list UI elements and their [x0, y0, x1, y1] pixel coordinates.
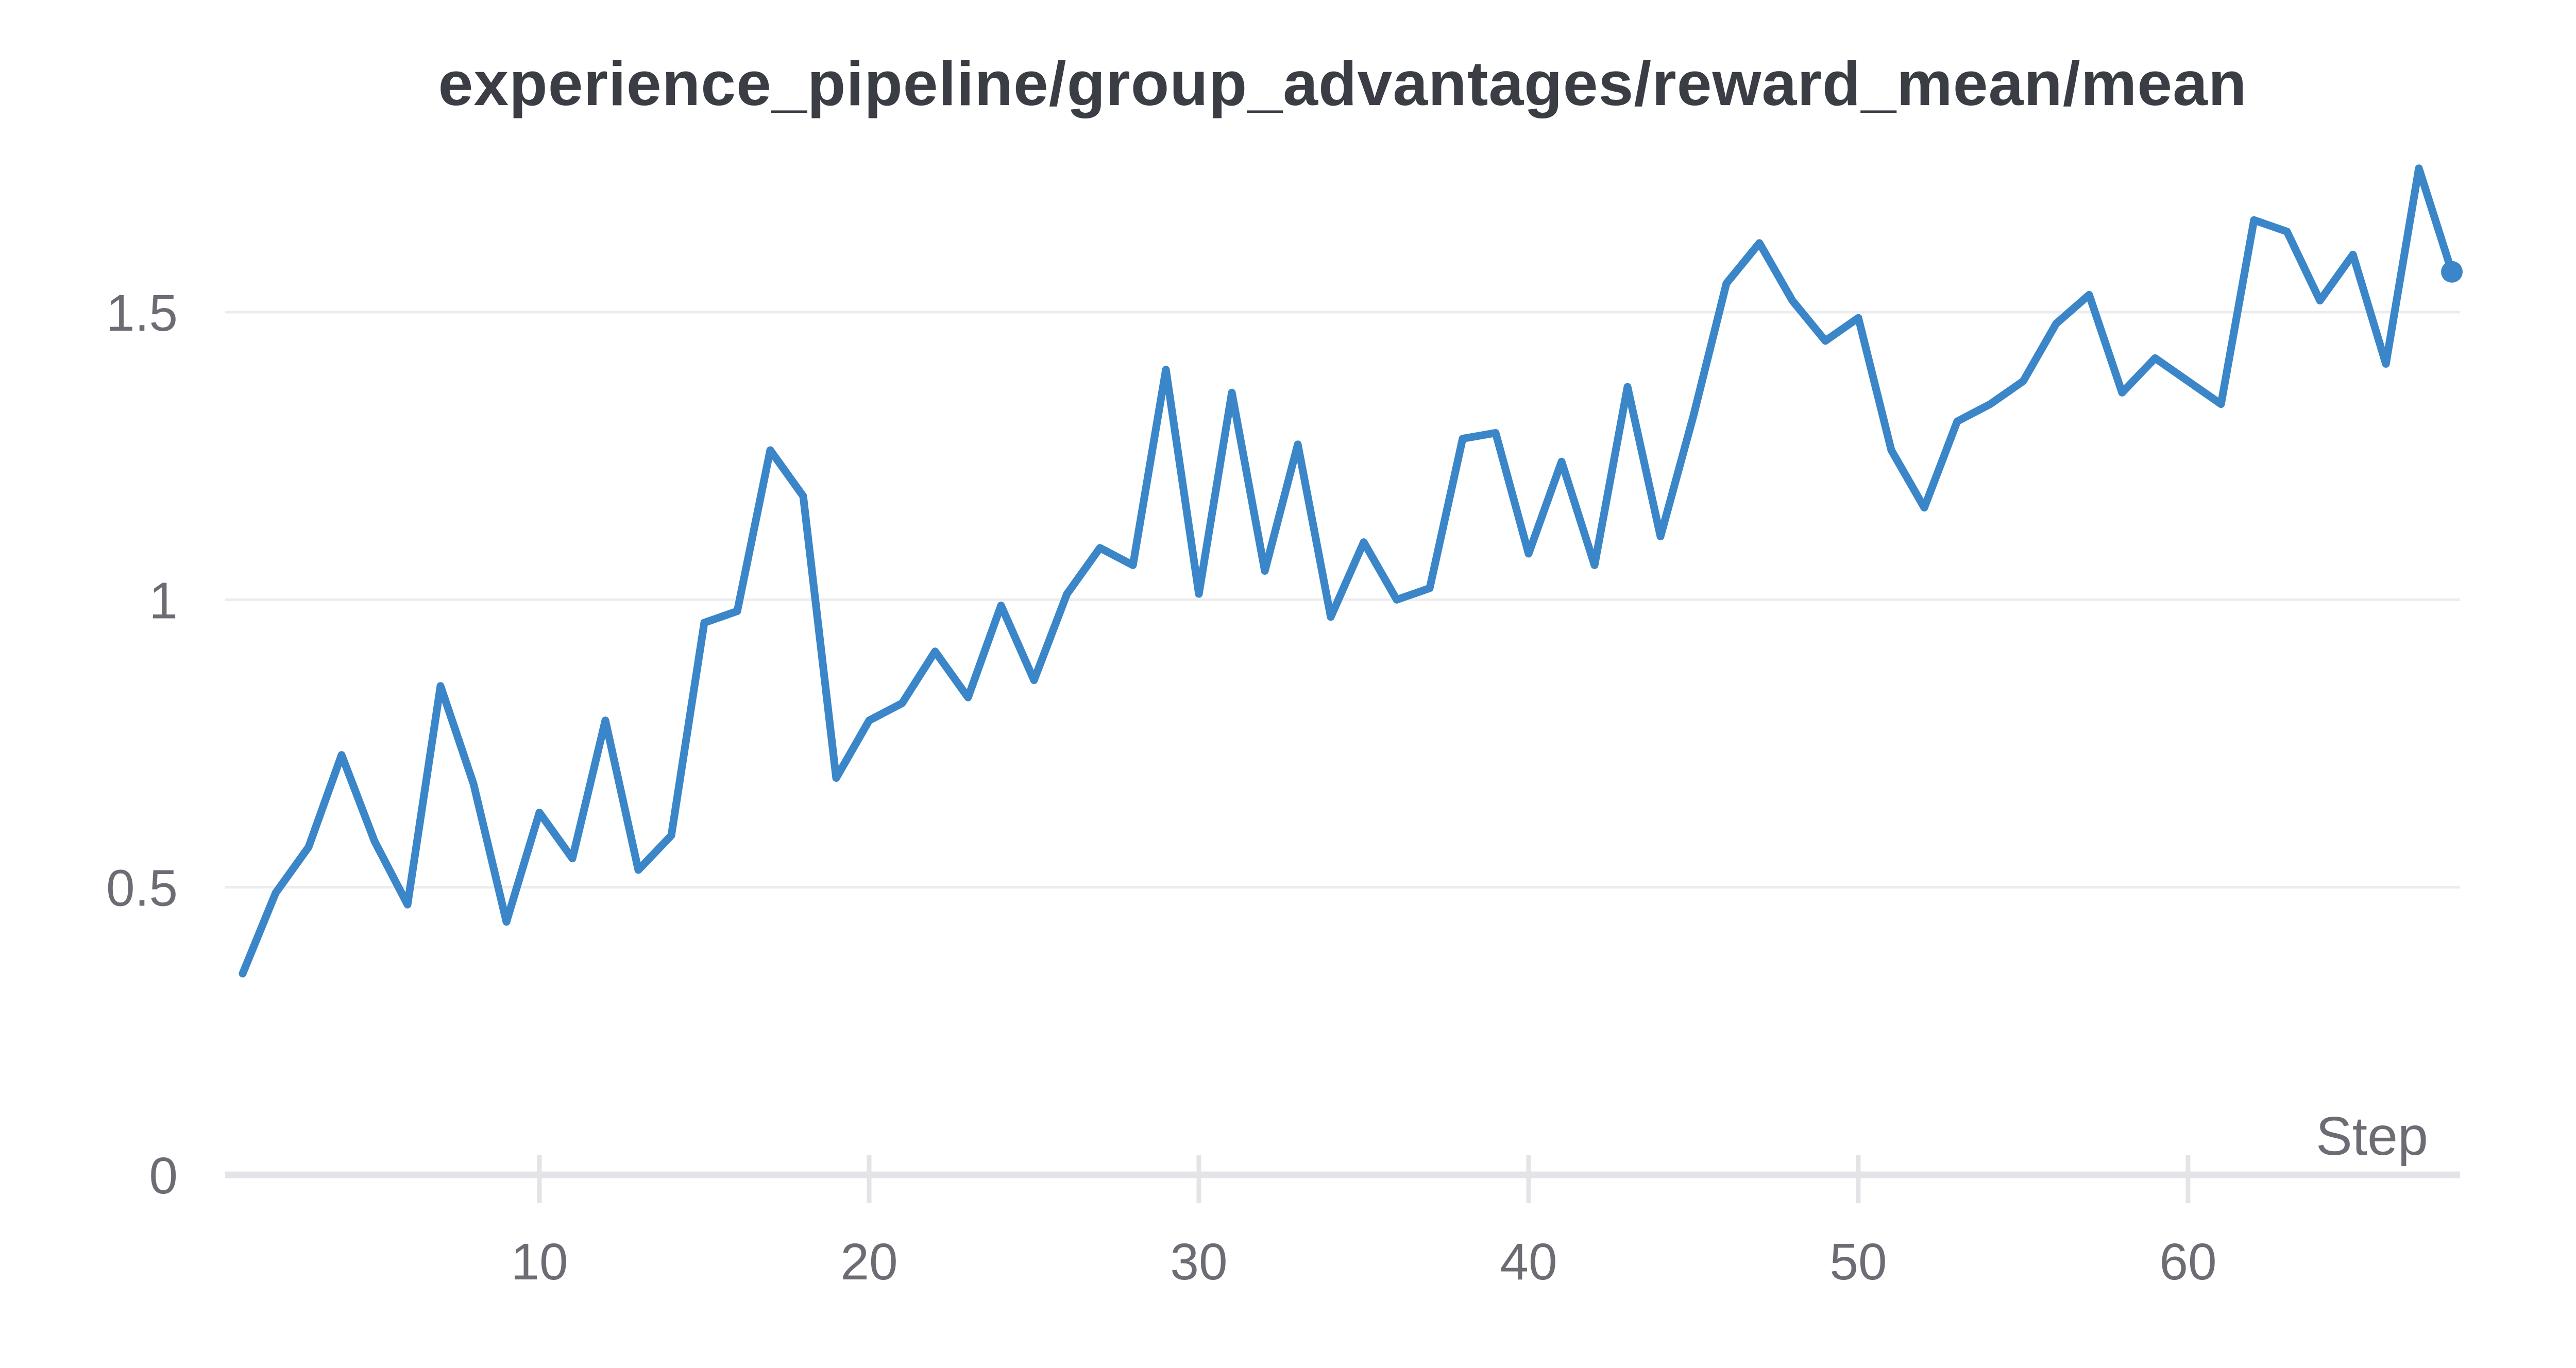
- x-tick-label: 40: [1500, 1233, 1557, 1291]
- y-tick-label: 0.5: [106, 860, 178, 917]
- x-tick-label: 20: [840, 1233, 897, 1291]
- chart-title: experience_pipeline/group_advantages/rew…: [438, 48, 2247, 118]
- series-line: [239, 164, 2456, 978]
- x-tick-label: 10: [511, 1233, 568, 1291]
- x-tick-label: 30: [1170, 1233, 1227, 1291]
- x-tick-label: 60: [2159, 1233, 2216, 1291]
- x-axis-title: Step: [2316, 1106, 2428, 1167]
- last-point-dot: [2441, 261, 2463, 283]
- y-tick-label: 1: [149, 572, 178, 629]
- y-tick-label: 0: [149, 1147, 178, 1205]
- x-tick-label: 50: [1829, 1233, 1887, 1291]
- y-tick-label: 1.5: [106, 284, 178, 342]
